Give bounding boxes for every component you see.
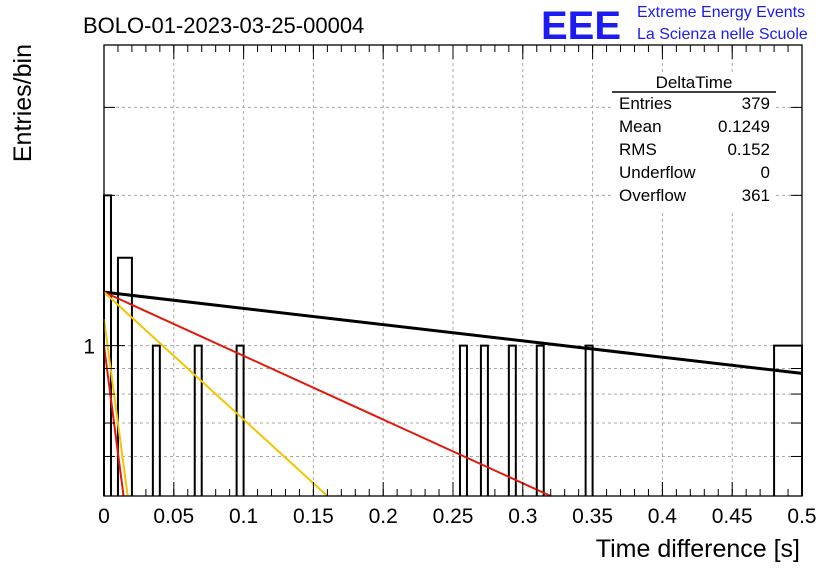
stats-row-value: 361	[742, 186, 770, 205]
fit-line	[103, 345, 125, 497]
axis-ticks	[103, 45, 803, 496]
x-tick-label: 0.45	[712, 505, 753, 528]
histogram-bin	[535, 344, 545, 496]
fit-lines	[103, 290, 803, 497]
fit-line	[103, 319, 129, 497]
x-tick-label: 0	[98, 505, 110, 528]
histogram-bin	[584, 344, 594, 496]
grid	[103, 45, 803, 496]
stats-title: DeltaTime	[656, 73, 733, 92]
x-tick-label: 0.35	[572, 505, 613, 528]
stats-row-label: Mean	[619, 117, 662, 136]
x-tick-label: 0.1	[229, 505, 258, 528]
logo-line-2: La Scienza nelle Scuole	[637, 26, 808, 43]
x-tick-label: 0.4	[648, 505, 678, 528]
stats-row-value: 0.152	[727, 140, 770, 159]
histogram-bin	[193, 344, 203, 496]
histogram-bin	[151, 344, 161, 496]
x-tick-label: 0.15	[293, 505, 334, 528]
x-tick-label: 0.3	[508, 505, 537, 528]
histogram-bin	[507, 344, 517, 496]
stats-row-value: 379	[742, 94, 770, 113]
x-tick-labels: 0 0.05 0.1 0.15 0.2 0.25 0.3 0.35 0.4 0.45 0.5	[98, 505, 816, 528]
x-axis-title: Time difference [s]	[596, 535, 800, 563]
histogram-bin	[458, 344, 468, 496]
stats-box-background	[612, 72, 776, 212]
stats-row-value: 0	[761, 163, 770, 182]
fit-line	[103, 290, 803, 375]
x-tick-label: 0.5	[787, 505, 816, 528]
stats-box: DeltaTime Entries 379 Mean 0.1249 RMS 0.152 Un…	[612, 72, 776, 212]
logo-letters: EEE	[541, 4, 621, 48]
fit-line	[103, 291, 329, 497]
y-axis-title: Entries/bin	[9, 44, 37, 162]
logo-line-1: Extreme Energy Events	[637, 4, 805, 21]
y-tick-label: 1	[83, 336, 95, 359]
stats-row-value: 0.1249	[718, 117, 770, 136]
stats-row-label: RMS	[619, 140, 657, 159]
y-tick-labels: 1	[83, 336, 95, 359]
x-tick-label: 0.2	[369, 505, 398, 528]
stats-row-label: Underflow	[619, 163, 696, 182]
histogram-bin	[116, 256, 133, 496]
stats-rows: Entries 379 Mean 0.1249 RMS 0.152 Underflow 0 Ov…	[619, 94, 770, 205]
chart-title: BOLO-01-2023-03-25-00004	[83, 13, 364, 38]
stats-row-label: Entries	[619, 94, 672, 113]
x-tick-label: 0.25	[433, 505, 474, 528]
fit-line	[103, 291, 552, 497]
eee-logo: EEE Extreme Energy Events La Scienza nel…	[541, 4, 808, 48]
histogram-bin	[479, 344, 489, 496]
stats-row-label: Overflow	[619, 186, 687, 205]
x-tick-label: 0.05	[153, 505, 194, 528]
